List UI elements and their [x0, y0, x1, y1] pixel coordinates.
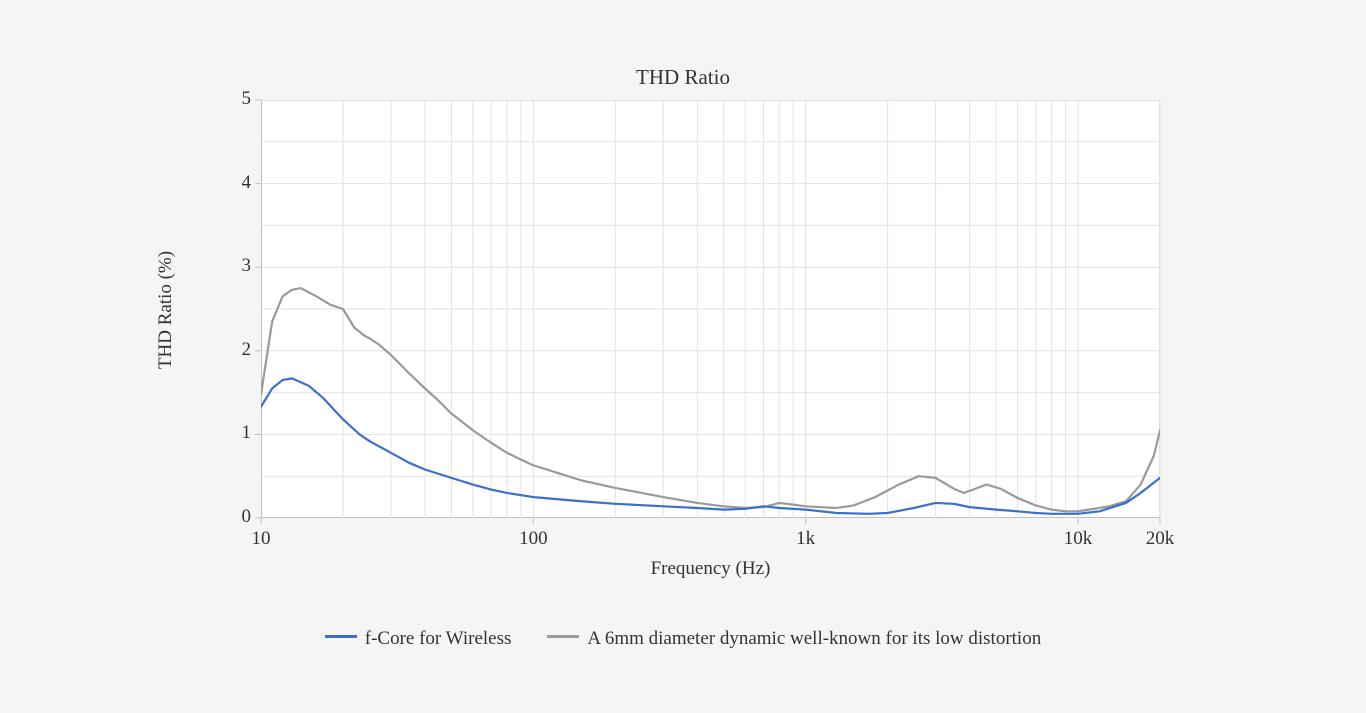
y-tick-label: 2: [211, 339, 251, 361]
y-axis-label: THD Ratio (%): [155, 240, 177, 380]
x-tick-label: 10: [231, 528, 291, 550]
x-tick-label: 10k: [1048, 528, 1108, 550]
x-tick-label: 20k: [1130, 528, 1190, 550]
y-tick-label: 3: [211, 255, 251, 277]
series-line-fcore: [261, 378, 1160, 513]
legend-item-fcore: f-Core for Wireless: [325, 628, 512, 650]
y-tick-label: 5: [211, 88, 251, 110]
series-svg: [0, 0, 1366, 713]
y-tick-label: 4: [211, 172, 251, 194]
legend-item-ref6mm: A 6mm diameter dynamic well-known for it…: [547, 628, 1041, 650]
series-line-ref6mm: [261, 288, 1160, 511]
y-tick-label: 0: [211, 506, 251, 528]
legend-label: A 6mm diameter dynamic well-known for it…: [587, 628, 1041, 649]
y-tick-label: 1: [211, 422, 251, 444]
legend-swatch: [547, 635, 579, 638]
legend-label: f-Core for Wireless: [365, 628, 512, 649]
chart-container: THD Ratio THD Ratio (%) Frequency (Hz) 0…: [0, 0, 1366, 713]
x-tick-label: 1k: [776, 528, 836, 550]
legend-swatch: [325, 635, 357, 638]
x-tick-label: 100: [503, 528, 563, 550]
x-axis-label: Frequency (Hz): [261, 558, 1160, 580]
legend: f-Core for Wireless A 6mm diameter dynami…: [0, 627, 1366, 650]
